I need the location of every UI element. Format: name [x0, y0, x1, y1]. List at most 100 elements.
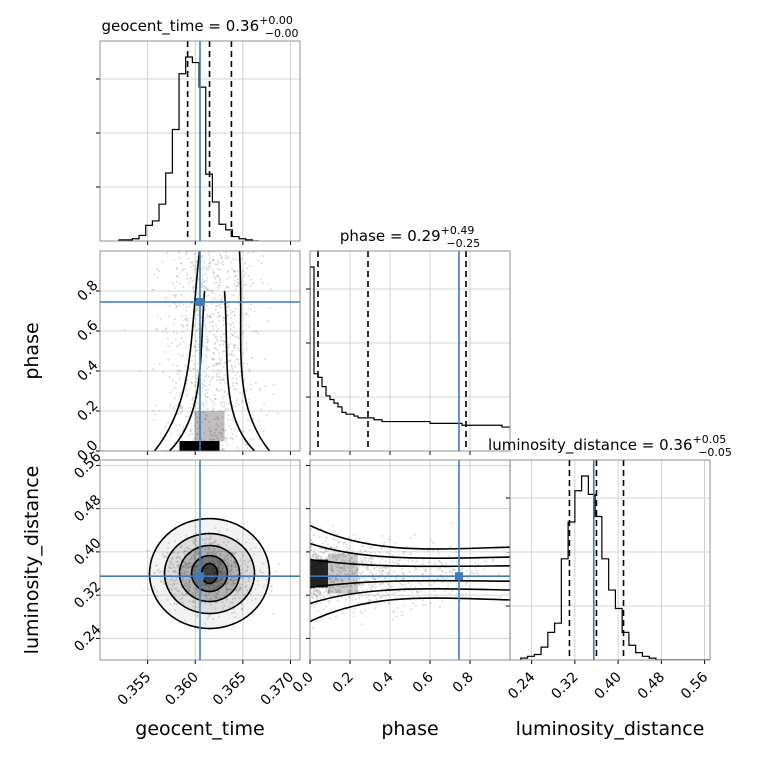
sample-point: [234, 551, 237, 554]
sample-point: [226, 322, 229, 325]
sample-point: [221, 397, 224, 400]
sample-point: [339, 571, 342, 574]
sample-point: [227, 345, 230, 348]
sample-point: [397, 590, 400, 593]
sample-point: [214, 347, 217, 350]
sample-point: [179, 546, 182, 549]
sample-point: [322, 552, 325, 555]
sample-point: [194, 581, 197, 584]
sample-point: [316, 590, 319, 593]
sample-point: [323, 591, 326, 594]
sample-point: [182, 565, 185, 568]
sample-point: [358, 565, 361, 568]
sample-point: [176, 572, 179, 575]
sample-point: [186, 277, 189, 280]
sample-point: [210, 542, 213, 545]
sample-point: [174, 595, 177, 598]
sample-point: [317, 555, 320, 558]
panel-border: [99, 459, 301, 661]
sample-point: [350, 557, 353, 560]
sample-point: [385, 566, 388, 569]
sample-point: [180, 406, 183, 409]
sample-point: [244, 262, 247, 265]
sample-point: [395, 560, 398, 563]
sample-point: [228, 570, 231, 573]
sample-point: [151, 288, 154, 291]
sample-point: [320, 595, 323, 598]
sample-point: [190, 566, 193, 569]
sample-point: [208, 557, 211, 560]
sample-point: [207, 592, 210, 595]
sample-point: [205, 573, 208, 576]
sample-point: [170, 432, 173, 435]
sample-point: [195, 377, 198, 380]
sample-point: [196, 590, 199, 593]
sample-point: [172, 323, 175, 326]
sample-point: [215, 362, 218, 365]
sample-point: [197, 368, 200, 371]
sample-point: [180, 355, 183, 358]
sample-point: [159, 433, 162, 436]
sample-point: [374, 578, 377, 581]
sample-point: [235, 578, 238, 581]
density-level: [179, 545, 240, 602]
sample-point: [332, 586, 335, 589]
sample-point: [312, 556, 315, 559]
sample-point: [345, 598, 348, 601]
sample-point: [383, 566, 386, 569]
sample-point: [179, 391, 182, 394]
sample-point: [152, 367, 155, 370]
sample-point: [397, 606, 400, 609]
sample-point: [217, 425, 220, 428]
sample-point: [255, 330, 258, 333]
sample-point: [254, 588, 257, 591]
x-tick-label: 0.2: [330, 669, 357, 696]
panel-border: [309, 250, 511, 452]
sample-point: [362, 584, 365, 587]
sample-point: [196, 549, 199, 552]
sample-point: [208, 572, 211, 575]
sample-point: [367, 568, 370, 571]
sample-point: [340, 553, 343, 556]
sample-point: [331, 585, 334, 588]
sample-point: [223, 448, 226, 451]
sample-point: [346, 546, 349, 549]
sample-point: [211, 542, 214, 545]
sample-point: [200, 550, 203, 553]
sample-point: [209, 380, 212, 383]
sample-point: [336, 565, 339, 568]
sample-point: [396, 562, 399, 565]
sample-point: [211, 434, 214, 437]
sample-point: [175, 557, 178, 560]
sample-point: [202, 284, 205, 287]
sample-point: [202, 280, 205, 283]
sample-point: [222, 566, 225, 569]
sample-point: [231, 385, 234, 388]
sample-point: [228, 425, 231, 428]
sample-point: [205, 537, 208, 540]
sample-point: [195, 587, 198, 590]
sample-point: [375, 598, 378, 601]
sample-point: [211, 559, 214, 562]
sample-point: [313, 603, 316, 606]
sample-point: [194, 310, 197, 313]
sample-point: [357, 590, 360, 593]
sample-point: [186, 323, 189, 326]
sample-point: [206, 584, 209, 587]
sample-point: [335, 591, 338, 594]
sample-point: [240, 572, 243, 575]
sample-point: [232, 310, 235, 313]
sample-point: [197, 292, 200, 295]
sample-point: [215, 281, 218, 284]
sample-point: [343, 552, 346, 555]
sample-point: [333, 547, 336, 550]
sample-point: [238, 589, 241, 592]
sample-point: [226, 564, 229, 567]
sample-point: [371, 585, 374, 588]
sample-point: [343, 541, 346, 544]
sample-point: [403, 583, 406, 586]
sample-point: [248, 325, 251, 328]
sample-point: [175, 266, 178, 269]
sample-point: [371, 573, 374, 576]
sample-point: [177, 353, 180, 356]
